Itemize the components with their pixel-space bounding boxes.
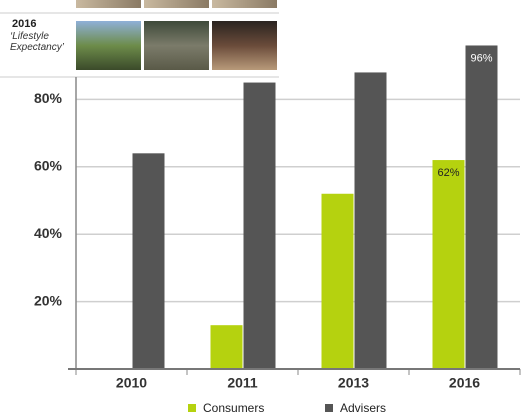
bar [465,45,498,369]
legend-swatch [188,404,196,412]
bar [321,193,354,369]
inset: 2016 ‘Lifestyle Expectancy’ [0,0,279,79]
y-tick-label: 20% [34,292,63,308]
bar [432,160,465,369]
x-tick-label: 2016 [449,375,480,391]
y-tick-label: 40% [34,225,63,241]
bar [210,325,243,369]
x-tick-label: 2010 [116,375,147,391]
photo [76,21,141,70]
inset-caption: ‘Lifestyle Expectancy’ [10,31,64,53]
legend-label: Consumers [203,401,264,415]
x-tick-label: 2013 [338,375,369,391]
bar [243,82,276,370]
inset-year: 2016 [12,18,36,30]
data-label: 62% [437,167,459,179]
bar [354,72,387,369]
y-tick-label: 60% [34,158,63,174]
photo [212,0,277,8]
data-label: 96% [470,52,492,64]
legend-swatch [325,404,333,412]
bar [132,153,165,369]
y-tick-label: 80% [34,90,63,106]
legend-label: Advisers [340,401,386,415]
x-tick-label: 2011 [227,375,258,391]
photo [76,0,141,8]
inset-caption-box: ‘Lifestyle Expectancy’ [10,31,64,53]
photo [212,21,277,70]
photo [144,0,209,8]
photo [144,21,209,70]
